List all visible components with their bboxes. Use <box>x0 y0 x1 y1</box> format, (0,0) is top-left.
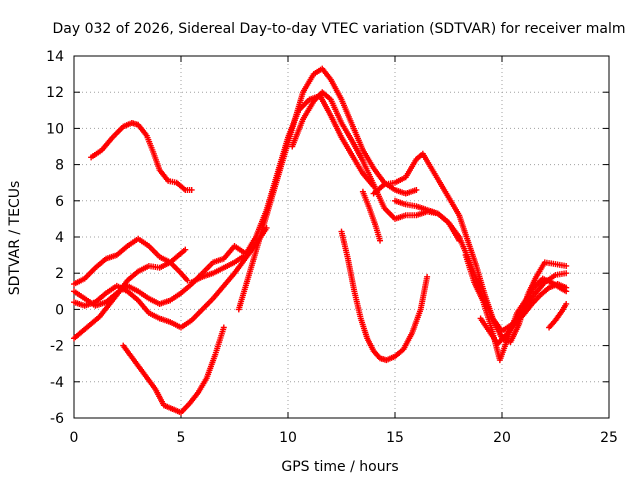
series-track-13 <box>477 281 570 347</box>
grid <box>74 56 609 418</box>
y-tick-label: 10 <box>46 121 64 137</box>
series-track-14 <box>546 300 570 331</box>
y-axis-label: SDTVAR / TECUs <box>7 181 23 296</box>
y-tick-label: 14 <box>46 49 64 65</box>
data-point <box>182 246 189 253</box>
data-point <box>563 270 570 277</box>
y-tick-label: 12 <box>46 85 64 101</box>
y-tick-label: -2 <box>50 339 64 355</box>
data-point <box>563 300 570 307</box>
series-track-8 <box>235 65 420 313</box>
data-point <box>263 224 270 231</box>
x-tick-label: 10 <box>279 430 297 446</box>
y-tick-label: 2 <box>55 266 64 282</box>
y-tick-label: -6 <box>50 411 64 427</box>
tick-labels: 0 5 10 15 20 25 -6 -4 -2 0 2 4 6 8 10 12 14 <box>46 49 618 446</box>
data-point <box>563 284 570 291</box>
chart-title: Day 032 of 2026, Sidereal Day-to-day VTE… <box>53 21 626 37</box>
axes <box>73 55 610 419</box>
y-tick-label: 4 <box>55 230 64 246</box>
x-tick-label: 15 <box>386 430 404 446</box>
data-point <box>563 262 570 269</box>
series-track-6 <box>120 324 227 416</box>
x-tick-label: 25 <box>600 430 618 446</box>
x-tick-label: 20 <box>493 430 511 446</box>
x-tick-label: 0 <box>70 430 79 446</box>
series-track-12 <box>462 252 570 364</box>
y-tick-label: 8 <box>55 158 64 174</box>
series-track-3 <box>71 235 191 288</box>
y-tick-label: 0 <box>55 302 64 318</box>
y-tick-label: 6 <box>55 194 64 210</box>
data-point <box>188 186 195 193</box>
data-point <box>377 237 384 244</box>
series-track-10 <box>370 150 570 345</box>
x-tick-label: 5 <box>177 430 186 446</box>
data-point <box>184 277 191 284</box>
data-point <box>424 273 431 280</box>
data-point <box>413 186 420 193</box>
series-track-16 <box>359 188 384 244</box>
x-axis-label: GPS time / hours <box>281 459 398 475</box>
series-track-1 <box>88 119 195 193</box>
y-tick-label: -4 <box>50 375 64 391</box>
series-track-15 <box>338 228 431 364</box>
data-point <box>220 324 227 331</box>
data-points <box>71 65 570 416</box>
